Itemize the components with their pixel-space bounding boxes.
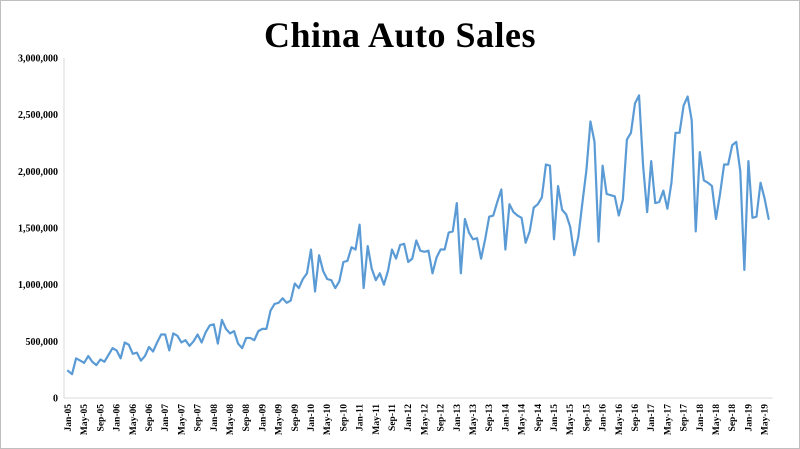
x-tick-label: Sep-11: [388, 404, 398, 431]
y-tick-label: 500,000: [26, 337, 59, 348]
x-tick-label: May-06: [129, 404, 139, 435]
x-tick-label: Jan-15: [550, 404, 560, 432]
x-tick-label: May-17: [663, 404, 673, 435]
x-tick-label: May-14: [518, 404, 528, 435]
x-tick-label: Sep-09: [291, 404, 301, 432]
x-tick-label: Sep-13: [485, 404, 495, 432]
x-tick-label: May-09: [275, 404, 285, 435]
x-tick-label: Sep-10: [339, 404, 349, 432]
x-tick-label: Jan-05: [64, 404, 74, 432]
x-tick-label: Jan-06: [113, 404, 123, 432]
x-tick-label: Sep-16: [631, 404, 641, 432]
x-tick-label: Jan-13: [453, 404, 463, 432]
x-tick-label: Sep-07: [194, 404, 204, 432]
x-tick-label: Sep-15: [582, 404, 592, 432]
chart-title: China Auto Sales: [263, 15, 537, 55]
y-tick-label: 0: [53, 394, 58, 405]
x-tick-label: Jan-07: [161, 404, 171, 432]
y-axis: 0 500,000 1,000,000 1,500,000 2,000,000 2,500…: [18, 54, 65, 405]
x-tick-label: May-13: [469, 404, 479, 435]
y-tick-label: 1,500,000: [18, 224, 58, 235]
x-tick-label: May-19: [761, 404, 771, 435]
y-tick-label: 1,000,000: [18, 280, 58, 291]
x-tick-label: Sep-06: [145, 404, 155, 432]
x-tick-label: Jan-14: [501, 404, 511, 432]
x-tick-label: Sep-08: [242, 404, 252, 432]
x-tick-label: Jan-09: [258, 404, 268, 432]
x-tick-label: Sep-12: [437, 404, 447, 432]
y-tick-label: 3,000,000: [18, 54, 58, 65]
x-tick-label: Sep-05: [96, 404, 106, 432]
x-tick-label: Jan-17: [647, 404, 657, 432]
x-tick-label: May-15: [566, 404, 576, 435]
x-tick-label: Jan-11: [356, 404, 366, 431]
x-tick-label: Sep-18: [728, 404, 738, 432]
y-tick-label: 2,000,000: [18, 167, 58, 178]
x-tick-label: Jan-08: [210, 404, 220, 432]
x-tick-label: May-10: [323, 404, 333, 435]
x-tick-label: Jan-19: [744, 404, 754, 432]
x-tick-label: May-08: [226, 404, 236, 435]
series-line: [66, 94, 770, 376]
x-tick-label: May-18: [712, 404, 722, 435]
x-tick-label: Jan-16: [599, 404, 609, 432]
x-tick-label: Sep-17: [680, 404, 690, 432]
x-tick-label: Jan-12: [404, 404, 414, 432]
y-tick-label: 2,500,000: [18, 110, 58, 121]
x-tick-label: May-05: [80, 404, 90, 435]
x-tick-label: May-16: [615, 404, 625, 435]
plot-area: [66, 94, 770, 376]
x-axis: Jan-05 May-05 Sep-05 Jan-06 May-06 Sep-06 Jan-…: [64, 397, 773, 435]
x-tick-label: Jan-10: [307, 404, 317, 432]
x-tick-label: Jan-18: [696, 404, 706, 432]
x-tick-label: May-07: [177, 404, 187, 435]
x-tick-label: May-12: [420, 404, 430, 435]
x-tick-label: Sep-14: [534, 404, 544, 432]
x-tick-label: May-11: [372, 404, 382, 435]
